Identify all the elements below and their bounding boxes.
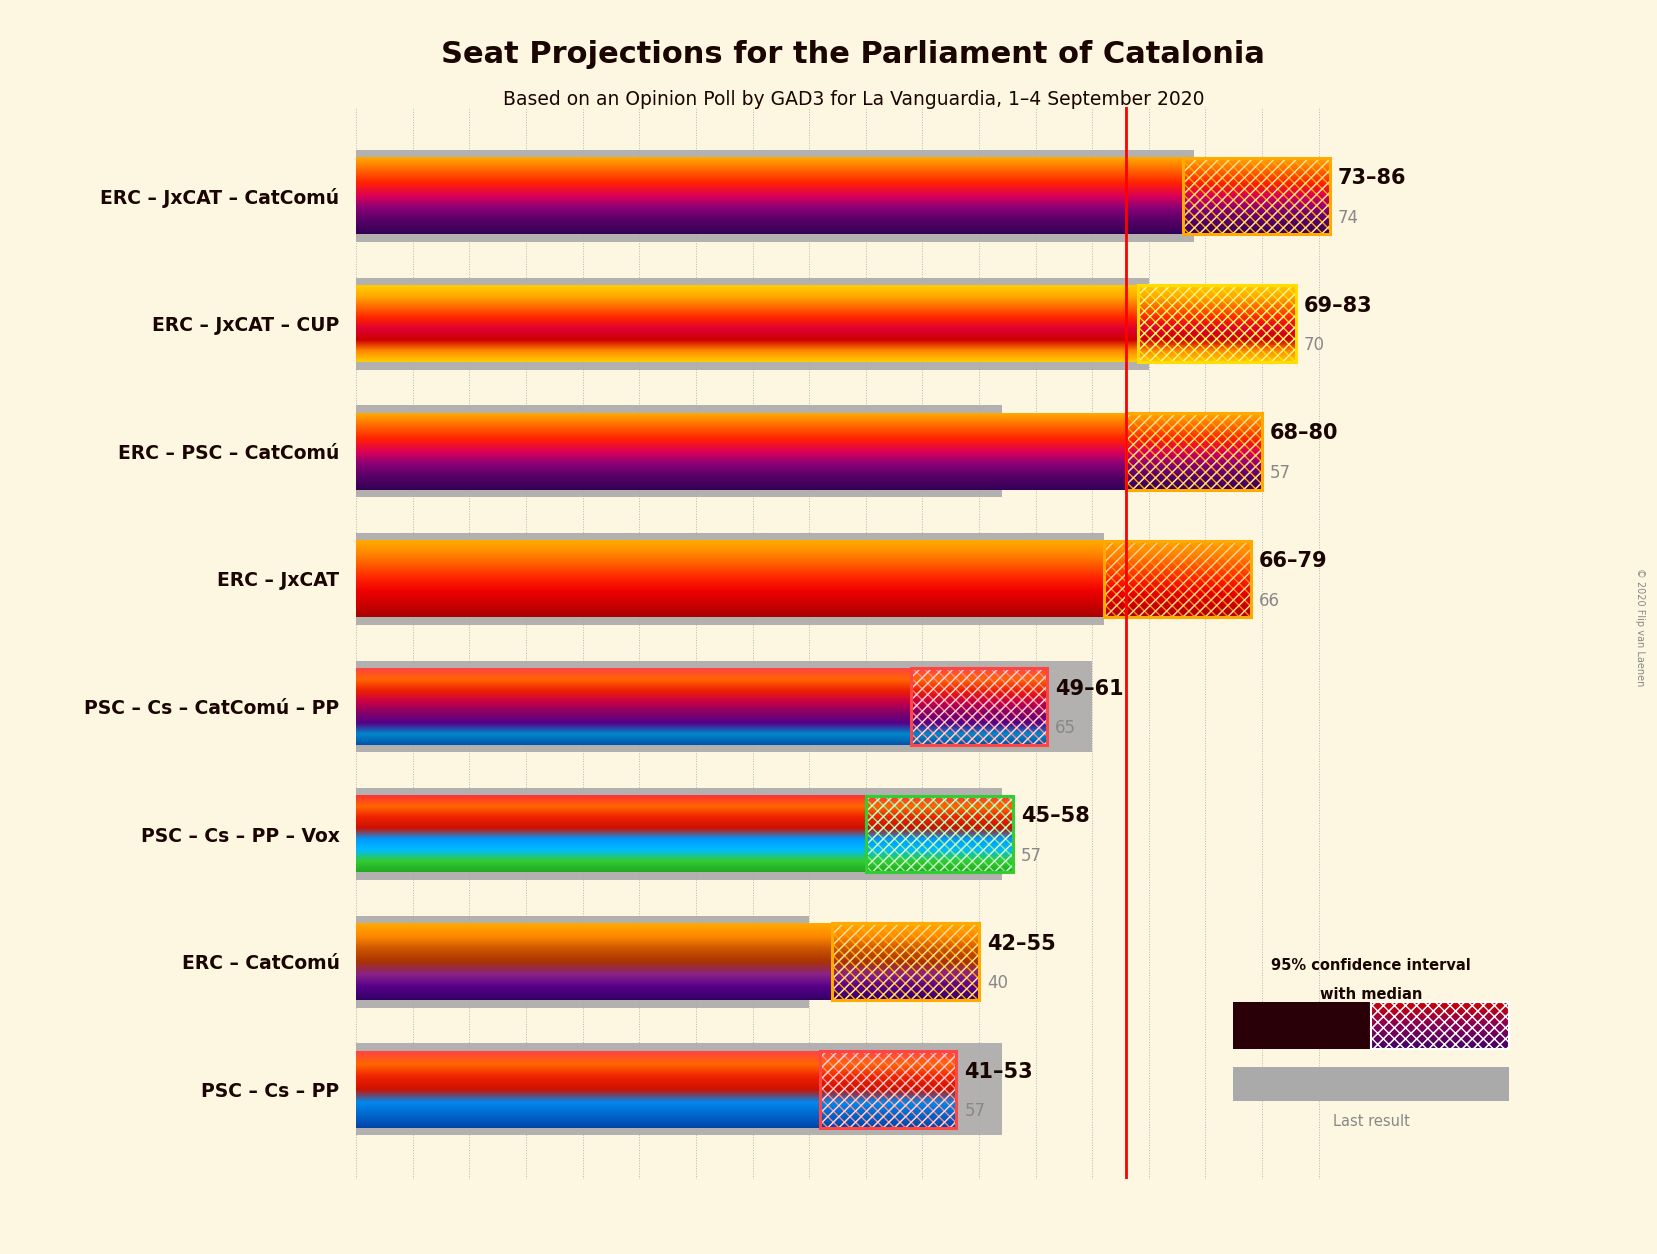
Text: 70: 70 bbox=[1304, 336, 1326, 355]
Text: 57: 57 bbox=[964, 1102, 986, 1120]
Bar bbox=[356, 277, 1148, 370]
Text: 73–86: 73–86 bbox=[1337, 168, 1407, 188]
Bar bbox=[832, 923, 979, 1001]
Text: 57: 57 bbox=[1021, 846, 1042, 865]
Text: 41–53: 41–53 bbox=[964, 1062, 1032, 1081]
Bar bbox=[356, 405, 1001, 497]
Bar bbox=[867, 796, 1012, 873]
Bar bbox=[1127, 413, 1263, 489]
Bar bbox=[356, 1043, 1001, 1135]
Bar bbox=[1137, 285, 1296, 362]
Bar bbox=[1104, 540, 1251, 617]
Bar bbox=[820, 1051, 956, 1127]
Bar bbox=[1183, 158, 1331, 234]
Bar bbox=[1183, 158, 1331, 234]
Bar bbox=[1372, 1002, 1510, 1048]
Bar bbox=[1127, 413, 1263, 489]
Bar bbox=[911, 668, 1047, 745]
Text: 49–61: 49–61 bbox=[1056, 678, 1123, 698]
Bar bbox=[867, 796, 1012, 873]
Bar bbox=[356, 789, 1001, 880]
Bar bbox=[1372, 1002, 1510, 1048]
Bar bbox=[1127, 413, 1263, 489]
Bar bbox=[911, 668, 1047, 745]
Text: 66–79: 66–79 bbox=[1259, 551, 1327, 571]
Text: 66: 66 bbox=[1259, 592, 1279, 609]
Text: 40: 40 bbox=[988, 974, 1007, 992]
Text: 45–58: 45–58 bbox=[1021, 806, 1090, 826]
Text: © 2020 Flip van Laenen: © 2020 Flip van Laenen bbox=[1635, 568, 1645, 686]
Bar bbox=[1137, 285, 1296, 362]
Text: 42–55: 42–55 bbox=[988, 934, 1056, 954]
Bar bbox=[1104, 540, 1251, 617]
Bar bbox=[911, 668, 1047, 745]
Bar bbox=[356, 661, 1092, 752]
Bar bbox=[867, 796, 1012, 873]
Bar bbox=[356, 150, 1195, 242]
Bar bbox=[1137, 285, 1296, 362]
Text: with median: with median bbox=[1321, 987, 1422, 1002]
Bar bbox=[356, 915, 809, 1008]
Text: Seat Projections for the Parliament of Catalonia: Seat Projections for the Parliament of C… bbox=[441, 40, 1266, 69]
Bar bbox=[1233, 1002, 1372, 1048]
Text: 95% confidence interval: 95% confidence interval bbox=[1271, 958, 1471, 973]
Bar bbox=[832, 923, 979, 1001]
Text: Last result: Last result bbox=[1332, 1114, 1410, 1129]
Bar bbox=[820, 1051, 956, 1127]
Bar bbox=[1233, 1067, 1510, 1101]
Text: 57: 57 bbox=[1269, 464, 1291, 482]
Bar bbox=[832, 923, 979, 1001]
Bar bbox=[1372, 1002, 1510, 1048]
Bar bbox=[1183, 158, 1331, 234]
Bar bbox=[356, 533, 1104, 624]
Text: 74: 74 bbox=[1337, 208, 1359, 227]
Bar bbox=[1104, 540, 1251, 617]
Text: Based on an Opinion Poll by GAD3 for La Vanguardia, 1–4 September 2020: Based on an Opinion Poll by GAD3 for La … bbox=[502, 90, 1205, 109]
Text: 69–83: 69–83 bbox=[1304, 296, 1372, 316]
Text: 68–80: 68–80 bbox=[1269, 424, 1339, 444]
Text: 65: 65 bbox=[1056, 720, 1075, 737]
Bar bbox=[820, 1051, 956, 1127]
